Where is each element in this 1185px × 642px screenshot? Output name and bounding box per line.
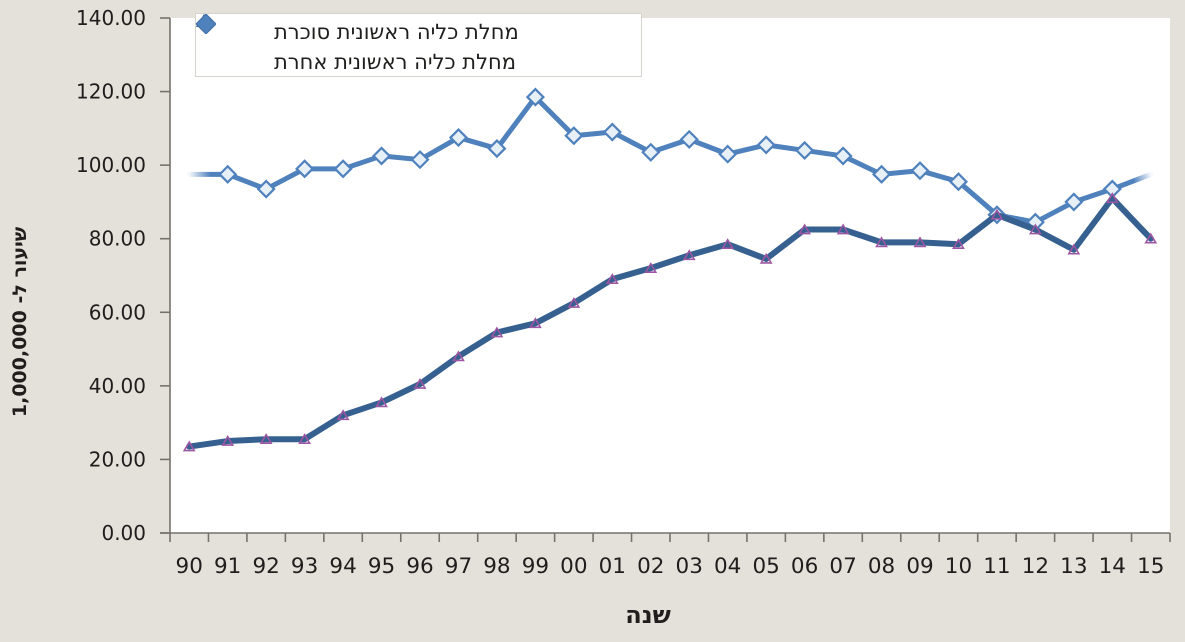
x-tick-label: 92 xyxy=(252,554,279,579)
data-point-diamond xyxy=(333,159,353,179)
data-point-triangle xyxy=(798,223,812,235)
data-point-diamond xyxy=(256,179,276,199)
data-point-triangle xyxy=(1067,243,1081,255)
x-tick-label: 91 xyxy=(214,554,241,579)
y-tick-label: 0.00 xyxy=(101,521,146,545)
data-point-triangle xyxy=(413,377,427,389)
data-point-diamond xyxy=(602,122,622,142)
data-point-triangle xyxy=(452,350,465,362)
x-tick-label: 97 xyxy=(445,554,472,579)
data-point-diamond xyxy=(487,139,507,159)
data-point-diamond xyxy=(641,142,661,162)
data-point-triangle xyxy=(221,434,235,446)
data-point-triangle xyxy=(836,223,850,235)
data-point-triangle xyxy=(298,433,312,444)
data-point-triangle xyxy=(182,440,196,452)
data-point-diamond xyxy=(795,140,815,160)
data-point-triangle xyxy=(990,208,1004,220)
x-tick-label: 06 xyxy=(791,554,818,579)
data-point-triangle xyxy=(759,252,773,264)
y-tick-label: 40.00 xyxy=(89,374,146,398)
y-axis-title: שיעור ל- 1,000,000 xyxy=(9,226,31,418)
x-tick-label: 12 xyxy=(1022,554,1049,579)
data-point-triangle xyxy=(336,409,350,421)
data-point-triangle xyxy=(490,326,504,338)
x-axis-title: שנה xyxy=(625,601,671,629)
data-point-triangle xyxy=(913,236,927,248)
data-point-diamond xyxy=(756,135,776,155)
data-point-diamond xyxy=(948,172,969,192)
data-point-triangle xyxy=(1028,223,1042,235)
data-point-diamond xyxy=(679,129,699,149)
x-tick-label: 13 xyxy=(1060,554,1087,579)
x-tick-label: 15 xyxy=(1137,554,1164,579)
y-tick-label: 20.00 xyxy=(89,447,146,471)
x-tick-label: 93 xyxy=(291,554,318,579)
data-point-diamond xyxy=(910,161,930,181)
x-tick-label: 08 xyxy=(868,554,895,579)
data-point-diamond xyxy=(564,126,584,146)
x-tick-label: 95 xyxy=(368,554,395,579)
data-point-triangle xyxy=(875,236,888,248)
data-point-triangle xyxy=(1105,192,1119,204)
data-point-diamond xyxy=(871,164,892,184)
x-tick-label: 05 xyxy=(752,554,779,579)
x-tick-label: 11 xyxy=(983,554,1010,579)
legend-label-other: מחלת כליה ראשונית אחרת xyxy=(274,49,517,74)
y-tick-label: 80.00 xyxy=(89,227,146,251)
x-tick-label: 96 xyxy=(406,554,433,579)
x-tick-label: 07 xyxy=(829,554,856,579)
data-point-triangle xyxy=(528,317,542,329)
y-tick-label: 100.00 xyxy=(76,153,146,177)
data-point-diamond xyxy=(718,144,738,164)
y-tick-label: 120.00 xyxy=(76,80,146,104)
data-point-diamond xyxy=(448,127,469,148)
y-tick-label: 60.00 xyxy=(89,300,146,324)
series-0-line xyxy=(186,195,1154,450)
x-tick-label: 02 xyxy=(637,554,664,579)
x-tick-label: 09 xyxy=(906,554,933,579)
x-tick-label: 10 xyxy=(945,554,972,579)
data-point-triangle xyxy=(567,297,581,308)
data-point-triangle xyxy=(1144,232,1158,244)
data-point-diamond xyxy=(218,164,238,184)
x-tick-label: 94 xyxy=(329,554,356,579)
data-point-diamond xyxy=(1064,192,1084,212)
data-point-triangle xyxy=(721,238,735,250)
x-tick-label: 01 xyxy=(599,554,626,579)
x-tick-label: 00 xyxy=(560,554,587,579)
data-point-triangle xyxy=(952,238,965,250)
x-tick-label: 03 xyxy=(676,554,703,579)
data-point-triangle xyxy=(375,396,388,408)
legend-item-other: מחלת כליה ראשונית אחרת xyxy=(196,14,641,76)
data-point-triangle xyxy=(259,433,273,444)
x-tick-label: 90 xyxy=(176,554,203,579)
x-tick-label: 98 xyxy=(483,554,510,579)
data-point-triangle xyxy=(644,262,658,273)
data-point-diamond xyxy=(410,150,430,170)
legend-item-diabetes: מחלת כליה ראשונית סוכרת xyxy=(196,14,641,46)
plot-area xyxy=(170,18,1170,533)
data-point-diamond xyxy=(833,146,853,166)
data-point-diamond xyxy=(525,87,545,107)
y-tick-label: 140.00 xyxy=(76,6,146,30)
x-tick-label: 14 xyxy=(1099,554,1126,579)
legend: מחלת כליה ראשונית סוכרת מחלת כליה ראשוני… xyxy=(195,13,642,77)
x-tick-label: 04 xyxy=(714,554,741,579)
data-point-triangle xyxy=(682,249,696,261)
data-point-diamond xyxy=(295,159,315,179)
data-point-diamond xyxy=(371,146,392,166)
x-tick-label: 99 xyxy=(522,554,549,579)
data-point-triangle xyxy=(605,273,619,284)
legend-label-diabetes: מחלת כליה ראשונית סוכרת xyxy=(274,19,519,44)
